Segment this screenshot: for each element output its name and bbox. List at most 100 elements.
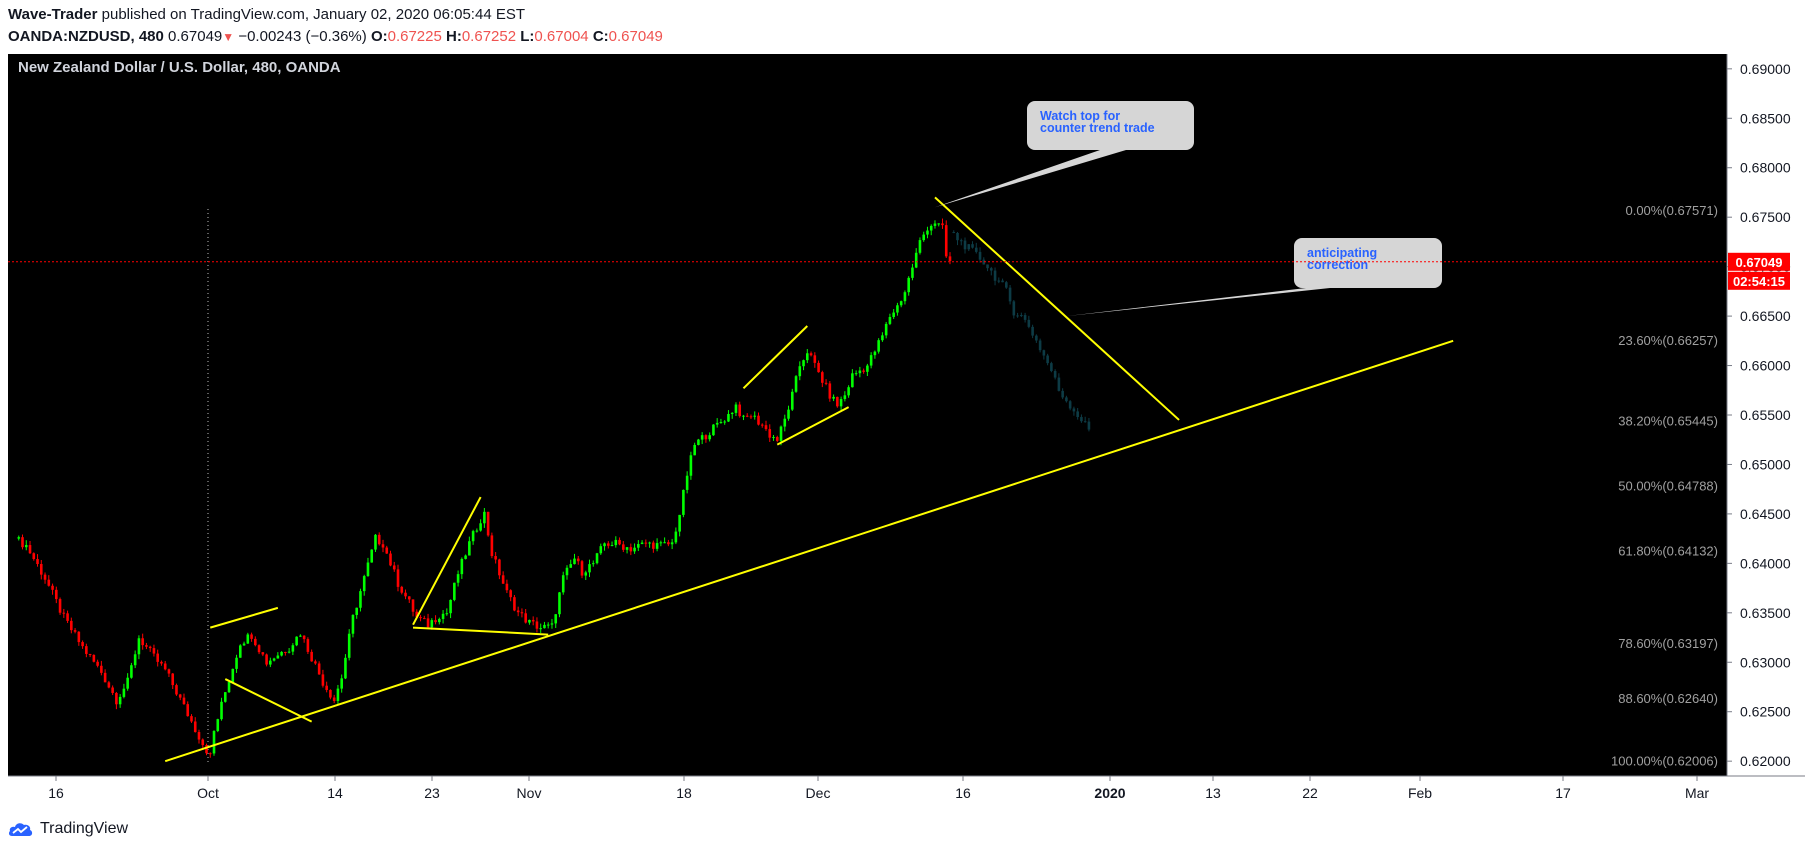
candle-down xyxy=(81,642,84,647)
candle-down xyxy=(404,592,407,597)
fib-level-label: 88.60%(0.62640) xyxy=(1618,691,1718,706)
x-tick-label: Mar xyxy=(1685,785,1709,801)
candle-down xyxy=(178,694,182,698)
candle-up xyxy=(854,373,858,375)
candle-up xyxy=(926,230,929,235)
candle-up xyxy=(565,567,569,576)
x-tick-label: 18 xyxy=(676,785,692,801)
candle-up xyxy=(299,635,302,637)
candle-down xyxy=(302,635,306,640)
candle-down xyxy=(310,651,313,662)
open-label: O: xyxy=(370,28,388,45)
candle-up xyxy=(430,620,434,628)
candle-down xyxy=(115,692,118,705)
fib-level-label: 61.80%(0.64132) xyxy=(1618,543,1718,558)
symbol-name: OANDA:NZDUSD, 480 xyxy=(8,28,164,45)
candle-up xyxy=(441,613,445,619)
candle-down xyxy=(513,597,516,611)
candle-down xyxy=(944,225,948,257)
candle-up xyxy=(708,435,711,440)
candle-down xyxy=(768,429,772,438)
chart-canvas[interactable]: New Zealand Dollar / U.S. Dollar, 480, O… xyxy=(0,54,1805,806)
candle-up xyxy=(858,370,862,374)
trendline[interactable] xyxy=(209,606,279,629)
tradingview-logo[interactable]: TradingView xyxy=(8,820,128,838)
projection-candle xyxy=(1035,335,1038,341)
plot-area[interactable] xyxy=(8,54,1727,776)
candle-up xyxy=(790,391,794,410)
x-tick-label: 17 xyxy=(1555,785,1571,801)
trendline[interactable] xyxy=(742,325,809,390)
trendlines-layer[interactable] xyxy=(164,196,1454,763)
projection-candle xyxy=(971,244,974,248)
candle-up xyxy=(869,355,873,366)
projection-candle xyxy=(963,240,967,250)
time-axis[interactable]: 16 Oct 14 23 Nov 18 Dec 16 2020 13 22 Feb 17 Mar xyxy=(48,776,1709,801)
y-tick-label: 0.64500 xyxy=(1740,506,1791,522)
candle-up xyxy=(806,353,809,361)
candle-down xyxy=(407,596,411,600)
fib-level-label: 38.20%(0.65445) xyxy=(1618,413,1718,428)
candle-up xyxy=(911,267,914,278)
candle-up xyxy=(599,546,603,554)
trendline[interactable] xyxy=(934,196,1180,421)
candle-up xyxy=(888,317,892,324)
projection-candle xyxy=(1050,363,1053,371)
candle-up xyxy=(546,624,550,626)
candle-up xyxy=(802,360,805,367)
candle-down xyxy=(821,372,824,383)
projection-candle xyxy=(1083,421,1087,423)
projection-candle xyxy=(1053,370,1057,378)
candle-down xyxy=(77,631,81,643)
candle-up xyxy=(843,395,847,400)
projection-candle xyxy=(993,270,997,281)
candle-down xyxy=(43,574,47,580)
projection-candle xyxy=(1072,408,1076,412)
y-tick-label: 0.62500 xyxy=(1740,704,1791,720)
x-tick-label: 13 xyxy=(1205,785,1221,801)
trendline[interactable] xyxy=(224,678,313,723)
candle-down xyxy=(73,630,77,632)
candle-up xyxy=(464,555,467,559)
countdown-tag-bg xyxy=(1728,271,1790,290)
published-text: published on TradingView.com, January 02… xyxy=(101,6,525,23)
candle-up xyxy=(223,692,227,702)
candle-up xyxy=(723,421,726,423)
candle-down xyxy=(171,673,175,686)
candle-down xyxy=(704,435,708,440)
candle-down xyxy=(749,416,753,418)
trendline[interactable] xyxy=(412,496,482,626)
low-value: 0.67004 xyxy=(534,28,589,45)
candle-up xyxy=(625,547,629,550)
current-price-tag-bg xyxy=(1728,252,1790,271)
projection-candle xyxy=(1076,411,1079,418)
candle-up xyxy=(291,645,295,652)
trendline[interactable] xyxy=(776,406,850,446)
candle-up xyxy=(287,651,291,653)
candle-down xyxy=(152,648,156,654)
candle-down xyxy=(622,544,625,550)
chart-frame[interactable]: New Zealand Dollar / U.S. Dollar, 480, O… xyxy=(0,54,1805,806)
candle-down xyxy=(618,539,621,545)
trendline[interactable] xyxy=(164,339,1454,763)
candle-up xyxy=(561,575,565,593)
author-name[interactable]: Wave-Trader xyxy=(8,6,98,23)
candle-down xyxy=(265,654,268,665)
x-tick-label: 14 xyxy=(327,785,343,801)
candle-up xyxy=(137,638,141,655)
candle-down xyxy=(321,674,325,686)
projection-candle xyxy=(986,264,989,269)
x-tick-label: 23 xyxy=(424,785,440,801)
candle-down xyxy=(385,547,389,554)
candle-up xyxy=(734,404,738,413)
candle-up xyxy=(614,539,618,546)
candle-up xyxy=(663,542,666,544)
candle-up xyxy=(693,444,696,456)
projection-candle xyxy=(1008,287,1012,302)
trendline[interactable] xyxy=(412,626,549,636)
candle-up xyxy=(558,592,561,615)
candle-up xyxy=(670,542,674,545)
y-tick-label: 0.67500 xyxy=(1740,209,1791,225)
candle-up xyxy=(295,636,298,646)
